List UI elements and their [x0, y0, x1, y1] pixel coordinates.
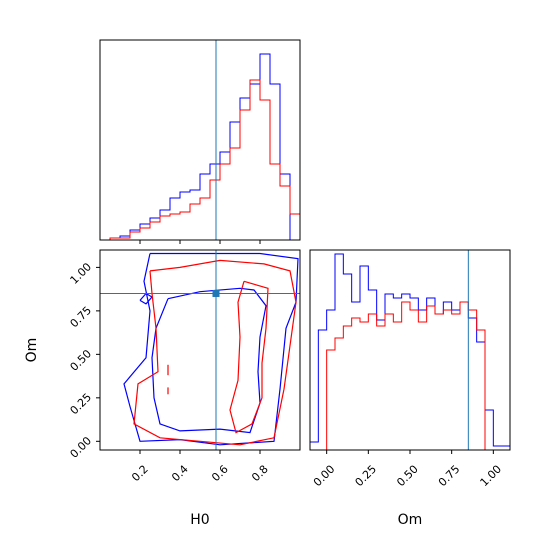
om-tick-label-2: 0.50: [394, 463, 421, 490]
om-tick-label-left-2: 0.50: [68, 347, 95, 374]
om-marginal-ticks: 0.00 0.25 0.50 0.75 1.00: [311, 450, 504, 489]
om-axis-label-bottom: Om: [398, 512, 423, 528]
histogram-series-0: [100, 53, 300, 241]
h0-tick-label-2: 0.6: [209, 463, 231, 485]
h0-om-contours: [123, 252, 299, 446]
contour-line-2: [139, 292, 153, 305]
contour-line-4: [229, 280, 269, 434]
om-tick-label-left-0: 0.00: [68, 434, 95, 461]
om-histograms: [309, 253, 511, 451]
h0-marginal-ticks: [139, 240, 261, 244]
h0-tick-label-1: 0.4: [169, 463, 191, 485]
om-tick-label-0: 0.00: [311, 463, 338, 490]
panel-h0-om-contour: 0.2 0.4 0.6 0.8 0.00 0.25 0.50 0.75 1.00 H0 Om: [24, 249, 301, 528]
om-axis-label-left: Om: [24, 338, 40, 363]
contour-line-1: [151, 287, 267, 434]
om-tick-label-left-3: 0.75: [68, 304, 95, 331]
om-tick-label-left-1: 0.25: [68, 391, 95, 418]
om-tick-label-left-4: 1.00: [68, 260, 95, 287]
om-marginal-frame: [309, 249, 511, 451]
contour-truth-marker: [212, 289, 220, 297]
h0-tick-label-0: 0.2: [129, 463, 151, 485]
contour-frame: [99, 249, 301, 451]
om-tick-label-1: 0.25: [353, 463, 380, 490]
histogram-series-1: [310, 301, 510, 451]
h0-axis-label: H0: [190, 512, 209, 528]
h0-histograms: [100, 53, 301, 241]
contour-line-3: [133, 259, 297, 446]
om-tick-label-3: 0.75: [436, 463, 463, 490]
panel-om-marginal: 0.00 0.25 0.50 0.75 1.00 Om: [309, 249, 511, 528]
histogram-series-1: [100, 79, 301, 241]
contour-line-0: [123, 252, 299, 446]
h0-marginal-frame: [99, 39, 301, 241]
h0-tick-label-3: 0.8: [249, 463, 271, 485]
panel-h0-marginal: [99, 39, 301, 244]
histogram-series-0: [309, 253, 511, 450]
om-tick-label-4: 1.00: [478, 463, 505, 490]
